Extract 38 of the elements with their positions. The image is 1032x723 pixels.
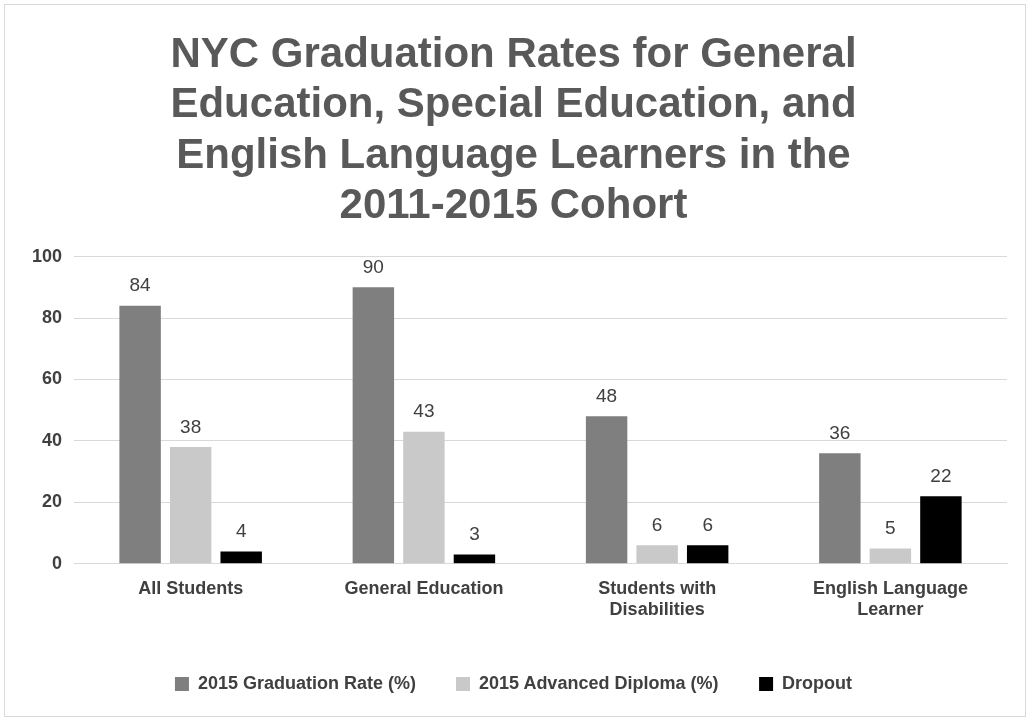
data-label: 22 [930,464,952,486]
x-tick-label: English Language Learner [812,577,968,620]
data-label: 5 [885,517,896,539]
bar [403,431,445,564]
data-label: 6 [702,514,713,536]
data-label: 3 [469,523,480,545]
bar [220,551,262,564]
legend-label: 2015 Advanced Diploma (%) [479,672,719,693]
y-tick-label: 60 [42,368,63,389]
y-tick-label: 100 [31,245,63,266]
bar [119,305,161,564]
x-tick-label: Students with Disabilities [598,577,717,620]
data-label: 4 [235,520,247,542]
data-label: 84 [129,274,152,296]
bar [819,453,861,564]
chart-title: NYC Graduation Rates for General Education, Special Education, and English Language Learners in the 2011-2015 Cohort [170,28,857,227]
y-tick-label: 0 [52,552,63,573]
bar [169,447,212,564]
bar [636,545,678,564]
y-tick-label: 40 [42,429,63,450]
bar [920,496,962,564]
data-label: 48 [596,385,618,407]
x-tick-label: All Students [138,577,244,598]
data-label: 38 [180,415,202,437]
data-label: 43 [413,400,435,422]
bar [686,545,729,564]
y-tick-label: 20 [42,491,63,512]
data-label: 90 [362,256,384,278]
bar [869,548,912,564]
bar [352,287,395,564]
legend-label: Dropout [782,672,853,693]
x-tick-label: General Education [344,577,504,598]
bar [453,554,496,564]
legend-label: 2015 Graduation Rate (%) [197,672,417,693]
data-label: 6 [651,514,663,536]
y-tick-label: 80 [42,307,63,328]
data-label: 36 [829,421,851,443]
bar [585,416,628,564]
